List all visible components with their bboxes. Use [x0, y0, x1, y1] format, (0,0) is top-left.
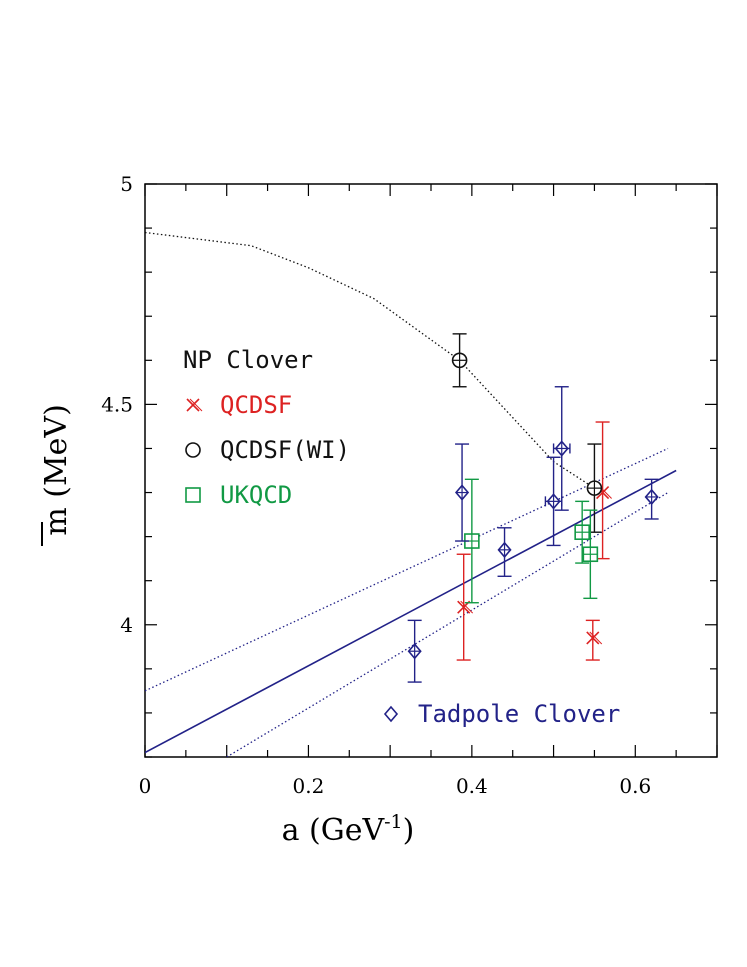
- x-axis-label: a (GeV-1): [282, 811, 415, 848]
- y-tick-label: 5: [120, 172, 133, 196]
- x-tick-label: 0.2: [293, 774, 325, 798]
- x-tick-label: 0.6: [619, 774, 651, 798]
- error-bar: [585, 619, 600, 661]
- y-tick-label: 4: [120, 613, 133, 637]
- series-ukqcd: [464, 478, 599, 604]
- series-qcdsf-wi-: [451, 333, 603, 533]
- legend-marker-qcdsf: [186, 398, 203, 412]
- legend: NP Clover QCDSF QCDSF(WI) UKQCD Tadpole …: [183, 346, 620, 728]
- data-point: [451, 352, 468, 369]
- x-axis-label-close: ): [403, 813, 415, 848]
- data-point: [454, 484, 470, 501]
- data-point: [497, 541, 512, 559]
- legend-symbol: [383, 705, 399, 723]
- plot-frame: [144, 183, 718, 758]
- data-point: [586, 631, 603, 645]
- data-point: [644, 488, 659, 506]
- fit-lines: [145, 231, 677, 757]
- legend-label-ukqcd: UKQCD: [220, 481, 292, 509]
- y-axis-label-unit: (MeV): [39, 404, 74, 498]
- series-qcdsf: [456, 421, 612, 661]
- data-point: [554, 440, 569, 457]
- y-axis-label-symbol: m: [39, 507, 74, 535]
- legend-label-qcdsf-wi: QCDSF(WI): [220, 436, 350, 464]
- data-point: [546, 493, 561, 510]
- data-points: [407, 333, 659, 683]
- wi-curve: [145, 231, 595, 489]
- legend-heading: NP Clover: [183, 346, 313, 374]
- legend-marker-qcdsf-wi: [185, 442, 201, 458]
- plot-border: [144, 183, 718, 758]
- data-point: [574, 524, 590, 541]
- legend-label-qcdsf: QCDSF: [220, 391, 292, 419]
- fit-line: [145, 469, 677, 754]
- data-point: [586, 480, 603, 496]
- svg-text:m (MeV): m (MeV): [39, 404, 74, 536]
- legend-marker-tadpole-clover: [383, 705, 399, 723]
- series-tadpole-clover: [407, 386, 659, 683]
- x-axis-label-exponent: -1: [384, 811, 403, 833]
- x-axis-label-main: a (GeV: [282, 813, 386, 848]
- legend-symbol: [186, 398, 203, 412]
- y-axis-label: m (MeV): [39, 404, 74, 546]
- legend-marker-ukqcd: [185, 487, 201, 503]
- legend-label-tadpole-clover: Tadpole Clover: [418, 700, 620, 728]
- x-tick-label: 0: [139, 774, 152, 798]
- fit-band-upper: [145, 447, 669, 692]
- y-tick-label: 4.5: [101, 392, 133, 416]
- legend-symbol: [185, 442, 201, 458]
- data-point: [582, 546, 599, 563]
- data-point: [407, 642, 422, 660]
- legend-symbol: [185, 487, 201, 503]
- x-tick-label: 0.4: [456, 774, 488, 798]
- tick-labels: 0 0.2 0.4 0.6 4 4.5 5: [101, 172, 651, 798]
- fit-band-lower: [226, 491, 669, 757]
